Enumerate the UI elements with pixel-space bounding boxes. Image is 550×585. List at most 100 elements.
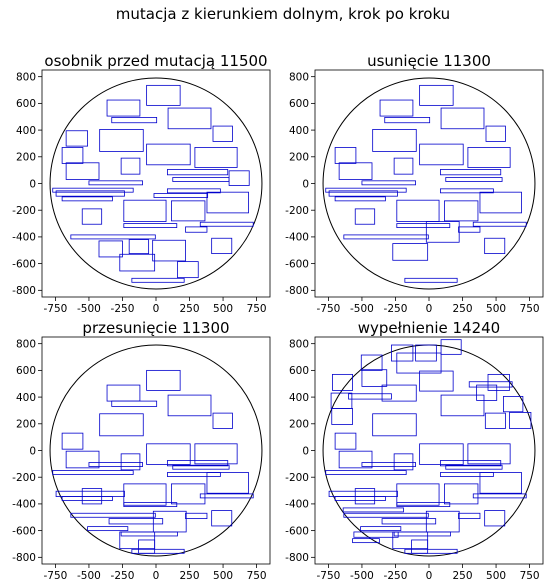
x-tick-label: 0 (153, 303, 160, 315)
x-tick-label: 750 (247, 303, 267, 315)
x-tick-label: -500 (77, 303, 101, 315)
y-tick-label: 0 (302, 445, 309, 457)
rectangle (361, 180, 416, 186)
figure-title: mutacja z kierunkiem dolnym, krok po kro… (116, 5, 450, 23)
y-tick-label: -800 (285, 552, 309, 564)
plot-area (49, 344, 263, 557)
rectangle (185, 226, 208, 233)
rectangle (476, 384, 498, 401)
rectangle (458, 226, 481, 233)
rectangle (70, 512, 156, 518)
x-tick-label: 0 (426, 303, 433, 315)
y-tick-label: 200 (16, 419, 36, 431)
x-tick-label: 500 (486, 303, 506, 315)
rectangle (325, 187, 407, 193)
panel-title: wypełnienie 14240 (358, 319, 500, 337)
boundary-circle (49, 344, 263, 557)
rectangle (332, 373, 353, 391)
rectangle (199, 493, 254, 499)
rectangle (120, 453, 141, 471)
rectangle (123, 199, 167, 222)
rectangle (487, 373, 510, 391)
x-tick-label: 500 (213, 303, 233, 315)
rectangle (146, 369, 181, 391)
x-tick-label: -250 (384, 303, 408, 315)
x-tick-label: -250 (384, 570, 408, 582)
y-tick-label: 600 (289, 365, 309, 377)
rectangle (352, 538, 380, 544)
rectangle (131, 548, 185, 554)
rectangle (484, 510, 506, 527)
panel-title: usunięcie 11300 (367, 52, 491, 70)
rectangle (99, 413, 144, 437)
rectangle (439, 460, 502, 467)
x-tick-label: -250 (111, 303, 135, 315)
x-tick-label: -750 (316, 303, 340, 315)
y-tick-label: 600 (16, 365, 36, 377)
rectangle (467, 147, 511, 168)
rectangle (334, 196, 386, 202)
rectangle (509, 412, 532, 429)
rectangle (342, 507, 404, 513)
rectangle (472, 493, 527, 499)
rectangle (458, 512, 481, 520)
rectangle (331, 408, 353, 425)
rectangle (88, 462, 143, 467)
rectangle (360, 526, 402, 532)
x-tick-label: 750 (520, 570, 540, 582)
y-tick-label: 0 (29, 445, 36, 457)
rectangle (439, 169, 502, 176)
y-tick-label: 0 (302, 178, 309, 190)
rectangle (123, 223, 178, 228)
rectangle (61, 496, 113, 501)
rectangle (146, 84, 181, 106)
rectangle (87, 526, 129, 532)
rectangle (484, 237, 506, 255)
rectangle (146, 443, 191, 465)
rectangle (419, 143, 464, 166)
rectangle (199, 221, 254, 227)
rectangle (194, 443, 238, 465)
rectangle (396, 223, 451, 228)
rectangle (440, 394, 485, 417)
rectangle (61, 196, 113, 202)
rectangle (393, 531, 451, 537)
rectangle (167, 394, 212, 417)
rectangle (445, 464, 503, 470)
rectangle (98, 240, 123, 258)
rectangle (439, 188, 494, 194)
x-tick-label: 0 (153, 570, 160, 582)
rectangle (334, 147, 357, 164)
rectangle (146, 143, 191, 166)
rectangle (212, 125, 233, 142)
x-tick-label: -500 (350, 570, 374, 582)
rectangle (338, 162, 373, 180)
rectangle (381, 384, 417, 402)
rectangle (166, 188, 221, 194)
x-tick-label: 750 (247, 570, 267, 582)
rectangle (120, 531, 178, 537)
rectangle (479, 191, 522, 214)
y-tick-label: -800 (12, 285, 36, 297)
y-tick-label: 600 (16, 98, 36, 110)
panel-title: osobnik przed mutacją 11500 (44, 52, 267, 70)
y-tick-label: 400 (289, 125, 309, 137)
rectangle (472, 221, 527, 227)
y-tick-label: -200 (285, 472, 309, 484)
x-tick-label: -750 (43, 570, 67, 582)
rectangle (99, 129, 144, 152)
rectangle (411, 539, 429, 554)
rectangle (177, 261, 199, 279)
y-tick-label: 200 (289, 419, 309, 431)
rectangle (194, 147, 238, 168)
rectangle (503, 396, 524, 413)
boundary-circle (49, 77, 263, 290)
rectangle (106, 99, 141, 117)
x-tick-label: 250 (453, 570, 473, 582)
rectangle (206, 472, 249, 494)
rectangle (348, 393, 392, 400)
rectangle (185, 512, 208, 520)
rectangle (379, 99, 414, 117)
panel-title: przesunięcie 11300 (82, 319, 229, 337)
